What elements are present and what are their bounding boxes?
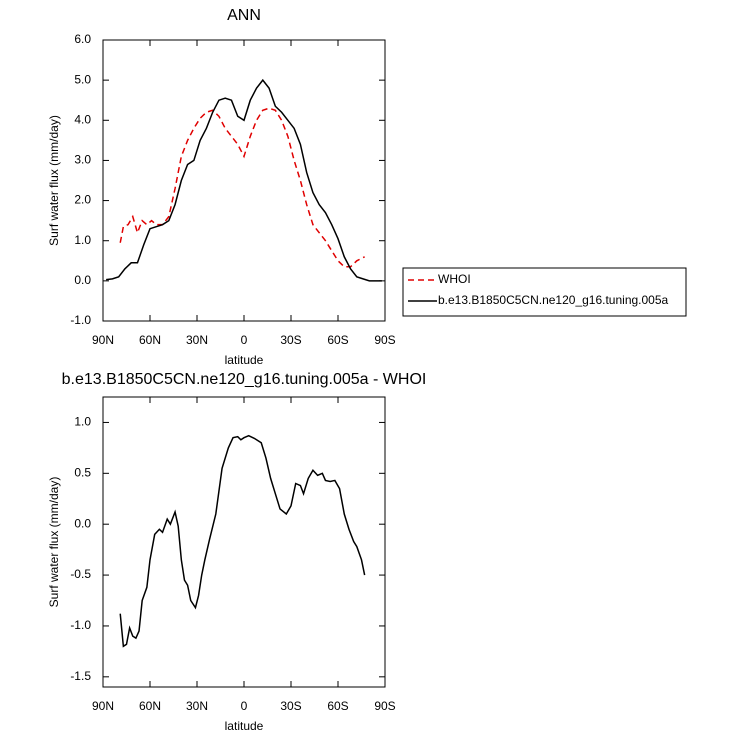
legend-label: WHOI: [438, 272, 471, 286]
y-tick-label: 5.0: [74, 72, 91, 86]
x-tick-label: 90S: [374, 699, 395, 713]
y-tick-label: 0.0: [74, 516, 91, 530]
y-tick-label: 2.0: [74, 193, 91, 207]
y-tick-label: 3.0: [74, 153, 91, 167]
data-line: [106, 78, 382, 282]
plot-frame: [102, 39, 386, 322]
chart-title: b.e13.B1850C5CN.ne120_g16.tuning.005a - …: [62, 371, 427, 388]
x-tick-label: 90S: [374, 333, 395, 347]
legend-frame: [402, 267, 687, 317]
y-tick-label: 6.0: [74, 32, 91, 46]
x-tick-label: 0: [241, 333, 248, 347]
x-tick-label: 60S: [327, 333, 348, 347]
y-axis-title: Surf water flux (mm/day): [47, 477, 61, 608]
x-axis-title: latitude: [225, 353, 264, 367]
x-tick-label: 60N: [139, 333, 161, 347]
y-tick-label: -1.0: [70, 313, 91, 327]
x-axis-title: latitude: [225, 719, 264, 733]
plot-frame: [102, 396, 386, 688]
y-tick-label: -1.0: [70, 618, 91, 632]
x-tick-label: 90N: [92, 333, 114, 347]
data-line: [119, 107, 365, 268]
y-tick-label: 4.0: [74, 112, 91, 126]
y-tick-label: 1.0: [74, 415, 91, 429]
y-tick-label: 1.0: [74, 233, 91, 247]
x-tick-label: 30S: [280, 333, 301, 347]
x-tick-label: 30N: [186, 699, 208, 713]
y-tick-label: 0.0: [74, 273, 91, 287]
legend-label: b.e13.B1850C5CN.ne120_g16.tuning.005a: [438, 293, 669, 307]
x-tick-label: 60N: [139, 699, 161, 713]
y-tick-label: -1.5: [70, 669, 91, 683]
x-tick-label: 0: [241, 699, 248, 713]
x-tick-label: 30S: [280, 699, 301, 713]
x-tick-label: 60S: [327, 699, 348, 713]
y-axis-title: Surf water flux (mm/day): [47, 115, 61, 246]
data-line: [119, 434, 366, 648]
y-tick-label: -0.5: [70, 567, 91, 581]
chart-title: ANN: [227, 7, 261, 24]
y-tick-label: 0.5: [74, 465, 91, 479]
x-tick-label: 90N: [92, 699, 114, 713]
x-tick-label: 30N: [186, 333, 208, 347]
